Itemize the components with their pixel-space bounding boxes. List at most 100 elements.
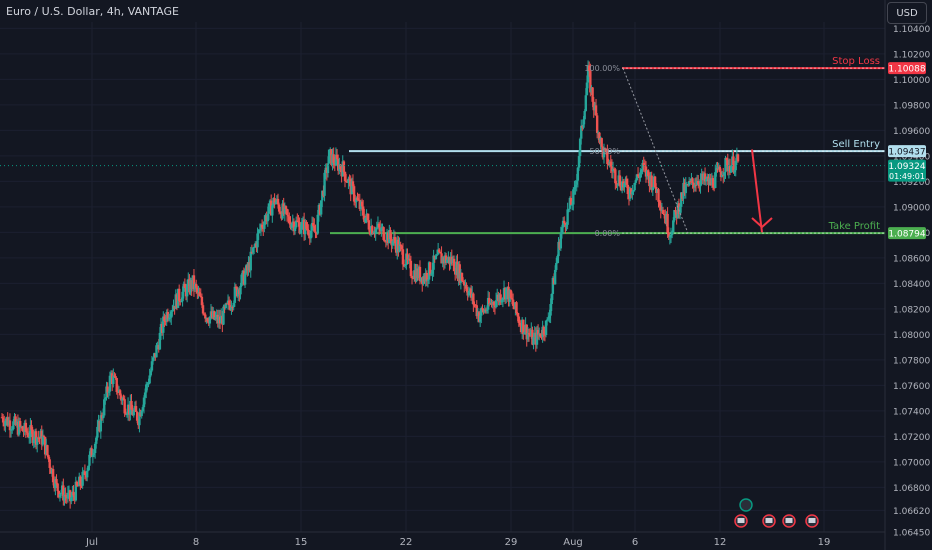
sell-entry-price-label: 1.09437 bbox=[888, 148, 925, 158]
time-tick-label: 15 bbox=[295, 537, 308, 548]
candle-body bbox=[230, 306, 233, 310]
candle-body bbox=[46, 445, 49, 456]
candle-body bbox=[214, 317, 217, 320]
candle-body bbox=[543, 334, 547, 336]
flag-stripes-icon bbox=[785, 518, 793, 523]
candle-body bbox=[351, 181, 355, 187]
candle-body bbox=[347, 178, 350, 183]
stop-loss-label: Stop Loss bbox=[832, 56, 880, 67]
candle-body bbox=[444, 255, 448, 263]
candle-body bbox=[551, 277, 555, 294]
candle-body bbox=[732, 156, 735, 173]
candle-body bbox=[361, 206, 365, 216]
candle-body bbox=[352, 186, 356, 202]
candle-body bbox=[277, 204, 281, 212]
candle-body bbox=[570, 204, 574, 206]
time-tick-label: Jul bbox=[85, 537, 98, 548]
candle-body bbox=[525, 324, 528, 340]
candle-body bbox=[292, 221, 296, 232]
candle-body bbox=[41, 436, 45, 445]
candle-body bbox=[66, 492, 70, 499]
candle-body bbox=[383, 239, 386, 242]
candle-body bbox=[28, 437, 31, 439]
candle-body bbox=[391, 241, 394, 246]
take-profit-price-label: 1.08794 bbox=[888, 230, 925, 240]
candle-body bbox=[580, 125, 583, 139]
candle-body bbox=[500, 300, 503, 303]
candle-body bbox=[32, 440, 36, 443]
price-tick-label: 1.08600 bbox=[893, 254, 930, 264]
candle-body bbox=[670, 232, 674, 236]
candle-body bbox=[589, 70, 592, 93]
candle-body bbox=[114, 376, 117, 379]
candle-body bbox=[143, 392, 147, 398]
candle-body bbox=[55, 479, 58, 484]
candle-body bbox=[307, 229, 310, 236]
price-tick-label: 1.10000 bbox=[893, 76, 930, 86]
candle-body bbox=[103, 399, 106, 416]
candle-body bbox=[115, 378, 118, 392]
candle-body bbox=[323, 172, 326, 196]
candle-body bbox=[326, 163, 330, 174]
candle-body bbox=[225, 303, 229, 305]
candle-body bbox=[204, 314, 207, 319]
candle-body bbox=[428, 262, 432, 275]
price-tick-label: 1.07200 bbox=[893, 433, 930, 443]
candle-body bbox=[36, 437, 39, 445]
candle-body bbox=[384, 241, 388, 243]
candle-body bbox=[494, 300, 498, 308]
candle-body bbox=[691, 178, 694, 183]
candle-body bbox=[195, 284, 198, 288]
candle-body bbox=[58, 494, 62, 497]
candle-body bbox=[651, 187, 655, 191]
candle-body bbox=[151, 357, 155, 362]
candle-body bbox=[653, 176, 657, 187]
candle-body bbox=[556, 256, 559, 264]
candle-body bbox=[600, 138, 603, 147]
candle-body bbox=[559, 232, 563, 249]
candle-body bbox=[598, 132, 601, 143]
candle-body bbox=[155, 345, 158, 358]
candle-body bbox=[439, 252, 442, 254]
candle-body bbox=[569, 197, 573, 205]
price-tick-label: 1.09200 bbox=[893, 178, 930, 188]
candle-body bbox=[120, 395, 123, 401]
candle-body bbox=[290, 223, 293, 228]
candle-body bbox=[720, 174, 724, 178]
candle-body bbox=[297, 221, 300, 223]
candle-body bbox=[364, 217, 367, 222]
candle-body bbox=[640, 169, 643, 173]
candle-body bbox=[31, 429, 34, 443]
candle-body bbox=[360, 201, 364, 207]
price-tick-label: 1.08200 bbox=[893, 305, 930, 315]
candle-body bbox=[614, 169, 617, 184]
candle-body bbox=[631, 191, 634, 195]
candle-body bbox=[12, 421, 15, 430]
candle-body bbox=[626, 184, 630, 195]
time-tick-label: 6 bbox=[632, 537, 638, 548]
candle-body bbox=[70, 497, 73, 502]
candle-body bbox=[271, 205, 274, 216]
candle-body bbox=[200, 296, 204, 306]
candle-body bbox=[92, 453, 96, 455]
candle-body bbox=[623, 183, 626, 188]
candle-body bbox=[635, 174, 639, 181]
candle-body bbox=[332, 154, 335, 163]
candle-body bbox=[11, 429, 14, 431]
currency-button[interactable]: USD bbox=[887, 2, 927, 24]
candle-body bbox=[252, 246, 256, 248]
time-tick-label: 8 bbox=[193, 537, 199, 548]
candle-body bbox=[356, 198, 359, 200]
candle-body bbox=[657, 189, 660, 202]
candle-body bbox=[715, 168, 718, 173]
candle-body bbox=[319, 200, 323, 215]
price-axis: 1.10400 1.10200 1.10000 1.09800 1.09600 1.094… bbox=[884, 0, 932, 550]
candle-body bbox=[575, 180, 578, 185]
candle-body bbox=[25, 431, 29, 433]
candle-body bbox=[293, 227, 297, 232]
candle-body bbox=[168, 317, 172, 319]
candle-body bbox=[446, 259, 449, 263]
candle-body bbox=[574, 184, 577, 188]
candle-body bbox=[108, 375, 112, 392]
